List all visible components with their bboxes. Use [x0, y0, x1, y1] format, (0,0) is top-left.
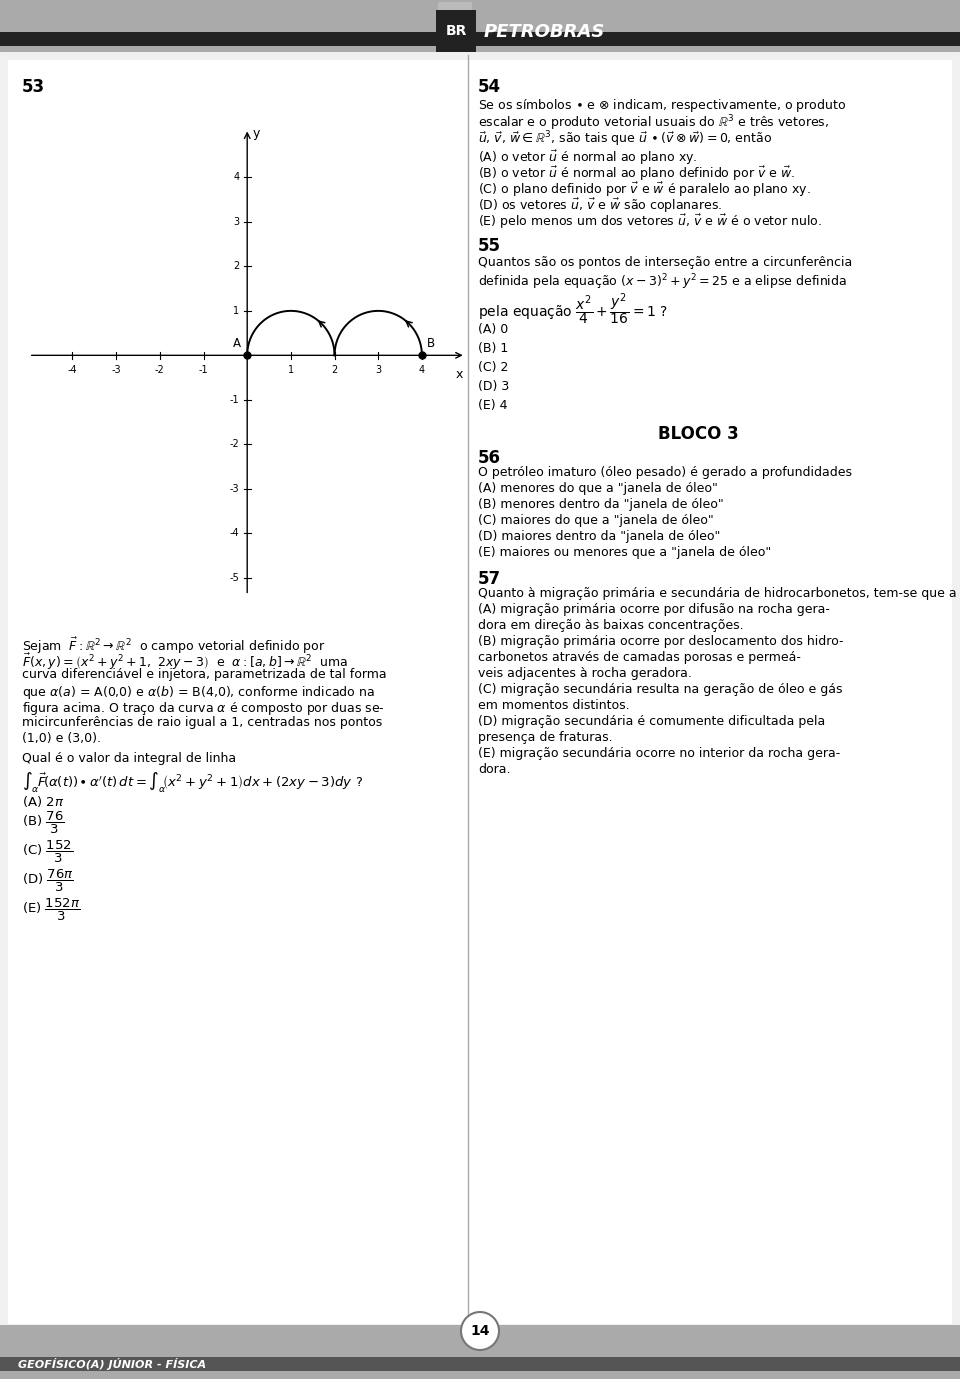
- Text: (C) maiores do que a "janela de óleo": (C) maiores do que a "janela de óleo": [478, 514, 713, 527]
- Text: (B) migração primária ocorre por deslocamento dos hidro-: (B) migração primária ocorre por desloca…: [478, 634, 844, 648]
- Text: 2: 2: [331, 365, 338, 375]
- Text: (E) migração secundária ocorre no interior da rocha gera-: (E) migração secundária ocorre no interi…: [478, 747, 840, 760]
- Text: -2: -2: [229, 440, 239, 450]
- Text: carbonetos através de camadas porosas e permeá-: carbonetos através de camadas porosas e …: [478, 651, 801, 665]
- Text: dora.: dora.: [478, 763, 511, 776]
- Text: $\vec{u}$, $\vec{v}$, $\vec{w} \in \mathbb{R}^3$, são tais que $\vec{u}\,\bullet: $\vec{u}$, $\vec{v}$, $\vec{w} \in \math…: [478, 130, 772, 149]
- Text: (E) 4: (E) 4: [478, 399, 508, 412]
- Text: 1: 1: [288, 365, 294, 375]
- Text: 4: 4: [233, 172, 239, 182]
- Text: Quantos são os pontos de interseção entre a circunferência: Quantos são os pontos de interseção entr…: [478, 256, 852, 269]
- Text: -1: -1: [229, 394, 239, 405]
- Text: 56: 56: [478, 450, 501, 467]
- Text: (D) migração secundária é comumente dificultada pela: (D) migração secundária é comumente difi…: [478, 714, 826, 728]
- Text: (C) $\dfrac{152}{3}$: (C) $\dfrac{152}{3}$: [22, 838, 73, 865]
- Text: $\vec{F}(x,y)=\left(x^2+y^2+1,\ 2xy-3\right)$  e  $\alpha:[a,b]\rightarrow \math: $\vec{F}(x,y)=\left(x^2+y^2+1,\ 2xy-3\ri…: [22, 652, 348, 673]
- Text: -2: -2: [155, 365, 165, 375]
- Text: (A) 0: (A) 0: [478, 323, 508, 336]
- Text: (D) 3: (D) 3: [478, 381, 509, 393]
- Text: 53: 53: [22, 79, 45, 97]
- Bar: [438, 1, 472, 17]
- Text: (E) $\dfrac{152\pi}{3}$: (E) $\dfrac{152\pi}{3}$: [22, 896, 81, 923]
- Text: GEOFÍSICO(A) JÚNIOR - FÍSICA: GEOFÍSICO(A) JÚNIOR - FÍSICA: [18, 1358, 206, 1369]
- Text: x: x: [455, 368, 463, 381]
- Text: (D) maiores dentro da "janela de óleo": (D) maiores dentro da "janela de óleo": [478, 530, 720, 543]
- Text: -4: -4: [229, 528, 239, 538]
- Text: (1,0) e (3,0).: (1,0) e (3,0).: [22, 732, 101, 745]
- Text: B: B: [427, 336, 435, 350]
- Text: (A) o vetor $\vec{u}$ é normal ao plano xy.: (A) o vetor $\vec{u}$ é normal ao plano …: [478, 149, 698, 167]
- Text: escalar e o produto vetorial usuais do $\mathbb{R}^3$ e três vetores,: escalar e o produto vetorial usuais do $…: [478, 113, 829, 132]
- Text: 3: 3: [233, 217, 239, 228]
- Text: (D) os vetores $\vec{u}$, $\vec{v}$ e $\vec{w}$ são coplanares.: (D) os vetores $\vec{u}$, $\vec{v}$ e $\…: [478, 197, 723, 215]
- Text: 55: 55: [478, 237, 501, 255]
- Text: (C) 2: (C) 2: [478, 361, 509, 374]
- Text: 54: 54: [478, 79, 501, 97]
- Circle shape: [461, 1311, 499, 1350]
- Text: $\int_{\alpha}\vec{F}\!\left(\alpha(t)\right)\!\bullet\alpha'(t)\,dt = \int_{\al: $\int_{\alpha}\vec{F}\!\left(\alpha(t)\r…: [22, 769, 363, 794]
- Text: A: A: [232, 336, 241, 350]
- Text: dora em direção às baixas concentrações.: dora em direção às baixas concentrações.: [478, 619, 744, 632]
- Text: y: y: [252, 127, 260, 139]
- Text: -1: -1: [199, 365, 208, 375]
- Text: (B) $\dfrac{76}{3}$: (B) $\dfrac{76}{3}$: [22, 809, 64, 836]
- Bar: [0, 0, 960, 52]
- Text: veis adjacentes à rocha geradora.: veis adjacentes à rocha geradora.: [478, 667, 692, 680]
- Text: (D) $\dfrac{76\pi}{3}$: (D) $\dfrac{76\pi}{3}$: [22, 867, 74, 894]
- Text: PETROBRAS: PETROBRAS: [484, 23, 606, 41]
- Text: (C) migração secundária resulta na geração de óleo e gás: (C) migração secundária resulta na geraç…: [478, 683, 843, 696]
- Text: Se os símbolos $\bullet$ e $\otimes$ indicam, respectivamente, o produto: Se os símbolos $\bullet$ e $\otimes$ ind…: [478, 97, 846, 114]
- Text: -3: -3: [229, 484, 239, 494]
- Text: (E) pelo menos um dos vetores $\vec{u}$, $\vec{v}$ e $\vec{w}$ é o vetor nulo.: (E) pelo menos um dos vetores $\vec{u}$,…: [478, 212, 822, 232]
- Text: (C) o plano definido por $\vec{v}$ e $\vec{w}$ é paralelo ao plano xy.: (C) o plano definido por $\vec{v}$ e $\v…: [478, 181, 810, 200]
- Text: pela equação $\dfrac{x^2}{4}+\dfrac{y^2}{16}=1$ ?: pela equação $\dfrac{x^2}{4}+\dfrac{y^2}…: [478, 291, 668, 327]
- Text: (B) o vetor $\vec{u}$ é normal ao plano definido por $\vec{v}$ e $\vec{w}$.: (B) o vetor $\vec{u}$ é normal ao plano …: [478, 165, 795, 183]
- Text: em momentos distintos.: em momentos distintos.: [478, 699, 630, 712]
- Text: 14: 14: [470, 1324, 490, 1338]
- Text: -3: -3: [111, 365, 121, 375]
- Text: O petróleo imaturo (óleo pesado) é gerado a profundidades: O petróleo imaturo (óleo pesado) é gerad…: [478, 466, 852, 479]
- Text: Quanto à migração primária e secundária de hidrocarbonetos, tem-se que a: Quanto à migração primária e secundária …: [478, 587, 956, 600]
- Text: 1: 1: [233, 306, 239, 316]
- Text: micircunferências de raio igual a 1, centradas nos pontos: micircunferências de raio igual a 1, cen…: [22, 716, 382, 729]
- Bar: [0, 1357, 960, 1371]
- Text: (B) menores dentro da "janela de óleo": (B) menores dentro da "janela de óleo": [478, 498, 724, 512]
- Text: (E) maiores ou menores que a "janela de óleo": (E) maiores ou menores que a "janela de …: [478, 546, 771, 558]
- Text: (A) menores do que a "janela de óleo": (A) menores do que a "janela de óleo": [478, 483, 718, 495]
- Text: figura acima. O traço da curva $\alpha$ é composto por duas se-: figura acima. O traço da curva $\alpha$ …: [22, 701, 385, 717]
- Text: 2: 2: [233, 262, 239, 272]
- Text: 4: 4: [419, 365, 425, 375]
- Text: 57: 57: [478, 570, 501, 587]
- Text: que $\alpha(a)$ = A(0,0) e $\alpha(b)$ = B(4,0), conforme indicado na: que $\alpha(a)$ = A(0,0) e $\alpha(b)$ =…: [22, 684, 374, 701]
- Text: Qual é o valor da integral de linha: Qual é o valor da integral de linha: [22, 752, 236, 765]
- Text: curva diferenciável e injetora, parametrizada de tal forma: curva diferenciável e injetora, parametr…: [22, 667, 387, 681]
- Text: (B) 1: (B) 1: [478, 342, 508, 354]
- Text: (A) migração primária ocorre por difusão na rocha gera-: (A) migração primária ocorre por difusão…: [478, 603, 829, 616]
- Bar: [0, 32, 960, 46]
- Text: -5: -5: [229, 572, 239, 583]
- Bar: [0, 1325, 960, 1379]
- Text: BR: BR: [445, 23, 467, 39]
- Text: definida pela equação $\left(x-3\right)^2+y^2=25$ e a elipse definida: definida pela equação $\left(x-3\right)^…: [478, 272, 847, 291]
- Bar: [436, 10, 476, 52]
- Text: 3: 3: [375, 365, 381, 375]
- Text: -4: -4: [67, 365, 78, 375]
- Text: Sejam  $\vec{F}:\mathbb{R}^2 \rightarrow \mathbb{R}^2$  o campo vetorial definid: Sejam $\vec{F}:\mathbb{R}^2 \rightarrow …: [22, 636, 325, 656]
- Text: (A) $2\pi$: (A) $2\pi$: [22, 794, 64, 809]
- Text: presença de fraturas.: presença de fraturas.: [478, 731, 612, 745]
- Text: BLOCO 3: BLOCO 3: [658, 425, 738, 443]
